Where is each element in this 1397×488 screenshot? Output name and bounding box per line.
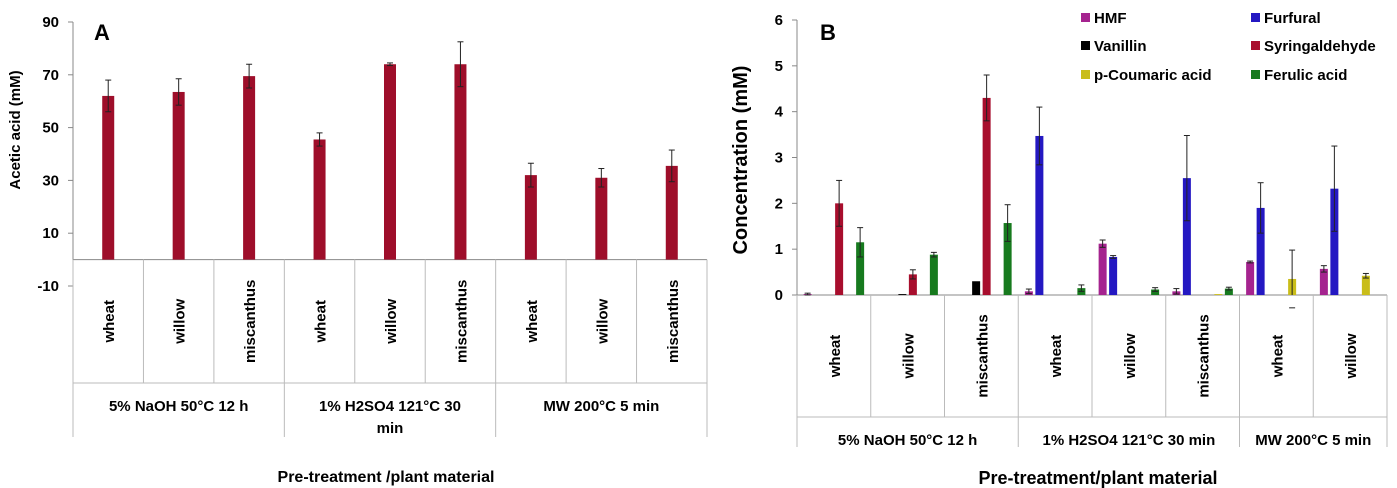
bar (982, 97, 991, 296)
bar (856, 242, 865, 295)
y-tick-label: 30 (42, 172, 59, 189)
y-tick-label: 0 (775, 287, 783, 304)
legend-swatch (1081, 13, 1090, 22)
bar (1256, 207, 1265, 295)
chart-a: A Acetic acid (mM) Pre-treatment /plant … (7, 14, 708, 486)
group-label: 5% NaOH 50°C 12 h (838, 432, 977, 449)
bar (1003, 223, 1012, 295)
y-tick-label: 4 (775, 104, 784, 121)
legend-label: Furfural (1264, 10, 1321, 27)
bar (1224, 288, 1233, 295)
legend-label: Syringaldehyde (1264, 38, 1376, 55)
bar (243, 76, 256, 260)
chart-b-legend: HMF Furfural Vanillin Syringaldehyde p-Couma… (1081, 10, 1376, 84)
panel-a-label: A (94, 20, 110, 45)
category-label: wheat (827, 335, 844, 379)
bar (1246, 262, 1255, 295)
chart-b-x-axis-label: Pre-treatment/plant material (978, 468, 1217, 488)
legend-swatch (1251, 13, 1260, 22)
y-tick-label: 6 (775, 12, 783, 29)
y-tick-label: 5 (775, 58, 783, 75)
legend-label: Ferulic acid (1264, 67, 1347, 84)
bar (898, 294, 907, 295)
bar (1035, 135, 1044, 295)
category-label: wheat (101, 300, 118, 344)
legend-swatch (1251, 41, 1260, 50)
y-tick-label: 10 (42, 225, 59, 242)
category-label: wheat (524, 300, 541, 344)
bar (102, 95, 115, 260)
category-label: miscanthus (453, 280, 470, 363)
bar (1330, 188, 1339, 295)
bar (1319, 268, 1328, 295)
bar (313, 139, 326, 260)
bar (172, 91, 185, 260)
legend-swatch (1081, 70, 1090, 79)
y-tick-label: 90 (42, 14, 59, 31)
bar (929, 254, 938, 295)
bar (972, 281, 981, 295)
bar (1098, 243, 1107, 295)
group-label: MW 200°C 5 min (543, 398, 659, 415)
bar (454, 64, 467, 260)
legend-label: HMF (1094, 10, 1127, 27)
bar (384, 64, 396, 260)
bar (1151, 289, 1160, 295)
y-tick-label: 2 (775, 195, 783, 212)
y-tick-label: 3 (775, 150, 783, 167)
legend-swatch (1251, 70, 1260, 79)
y-tick-label: 1 (775, 241, 783, 258)
chart-a-y-axis-label: Acetic acid (mM) (7, 70, 24, 189)
bar (1109, 256, 1118, 295)
y-tick-label: 50 (42, 120, 59, 137)
category-label: willow (172, 298, 189, 344)
chart-b-y-axis-label: Concentration (mM) (730, 66, 752, 255)
category-label: miscanthus (1196, 314, 1213, 397)
legend-swatch (1081, 41, 1090, 50)
chart-a-x-axis-label: Pre-treatment /plant material (278, 469, 495, 486)
group-label: MW 200°C 5 min (1255, 432, 1371, 449)
bar (1214, 294, 1223, 295)
y-tick-label: -10 (37, 278, 59, 295)
category-label: wheat (313, 300, 330, 344)
group-label: 5% NaOH 50°C 12 h (109, 398, 248, 415)
chart-b: B Concentration (mM) Pre-treatment/plant… (730, 10, 1388, 488)
category-label: miscanthus (974, 314, 991, 397)
category-label: miscanthus (242, 280, 259, 363)
category-label: willow (1122, 333, 1139, 379)
bar (835, 203, 844, 295)
category-label: wheat (1048, 335, 1065, 379)
bar (1182, 178, 1191, 295)
panel-b-label: B (820, 20, 836, 45)
category-label: miscanthus (665, 280, 682, 363)
y-tick-label: 70 (42, 67, 59, 84)
group-label: 1% H2SO4 121°C 30 min (319, 398, 461, 437)
legend-label: p-Coumaric acid (1094, 67, 1212, 84)
group-label: 1% H2SO4 121°C 30 min (1043, 432, 1216, 449)
bar (595, 177, 608, 260)
category-label: willow (901, 333, 918, 379)
legend-label: Vanillin (1094, 38, 1147, 55)
bar (908, 274, 917, 295)
category-label: willow (594, 298, 611, 344)
category-label: willow (383, 298, 400, 344)
bar (665, 165, 678, 260)
category-label: wheat (1269, 335, 1286, 379)
category-label: willow (1343, 333, 1360, 379)
bar (1361, 275, 1370, 295)
bar (524, 175, 537, 260)
